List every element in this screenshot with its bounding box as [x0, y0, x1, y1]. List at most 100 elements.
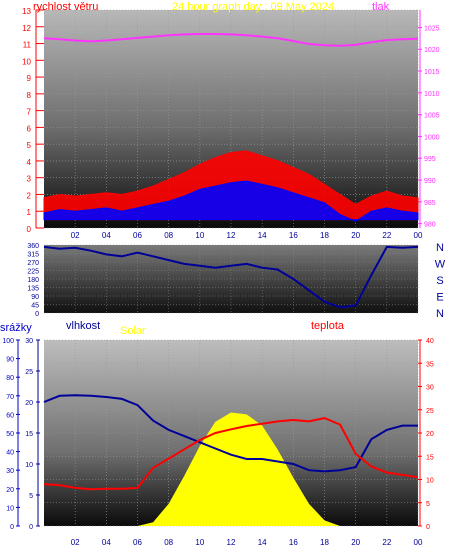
tick-label: 20 [351, 231, 360, 240]
tick-label: 00 [414, 538, 423, 547]
tick-label: 1010 [424, 91, 440, 98]
tick-label: 315 [27, 252, 39, 259]
tick-label: 10 [25, 462, 33, 469]
tick-label: 1015 [424, 69, 440, 76]
compass-label: N [436, 308, 444, 320]
temperature-axis-ticks: 0 5 10 15 20 25 30 35 40 [418, 338, 434, 531]
tick-label: 10 [195, 231, 204, 240]
tick-label: 04 [102, 538, 111, 547]
humidity-axis-label: vlhkost [66, 320, 100, 332]
tick-label: 5 [27, 141, 32, 150]
tick-label: 18 [320, 231, 329, 240]
wind-pressure-series [43, 33, 419, 222]
tick-label: 20 [351, 538, 360, 547]
chart-title: 24 hour graph day : 09 May 2024 [172, 1, 334, 13]
compass-label: N [436, 242, 444, 254]
wind-average-series [43, 180, 419, 222]
tick-label: 10 [22, 57, 31, 66]
tick-label: 13 [22, 7, 31, 16]
tick-label: 995 [424, 156, 436, 163]
compass-label: E [436, 292, 443, 304]
humidity-axis-ticks: 0 5 10 15 20 25 30 [25, 338, 40, 531]
tick-label: 100 [2, 338, 14, 345]
tick-label: 12 [22, 24, 31, 33]
tick-label: 1025 [424, 25, 440, 32]
tick-label: 25 [426, 408, 434, 415]
tick-label: 70 [6, 394, 14, 401]
compass-label: S [436, 275, 443, 287]
humidity-line [43, 394, 418, 473]
tick-label: 45 [31, 303, 39, 310]
solar-label: Solar [120, 325, 146, 337]
tick-label: 270 [27, 260, 39, 267]
tick-label: 985 [424, 200, 436, 207]
tick-label: 990 [424, 178, 436, 185]
wind-speed-axis-label: rychlost větru [33, 1, 98, 13]
tick-label: 5 [29, 493, 33, 500]
tick-label: 360 [27, 243, 39, 250]
rain-humidity-temperature-series [43, 394, 419, 526]
temperature-axis-label: teplota [311, 320, 345, 332]
tick-label: 22 [382, 538, 391, 547]
pressure-axis-ticks: 980 985 990 995 1000 1005 1010 1015 1020 1025 [418, 10, 440, 229]
tick-label: 9 [27, 74, 32, 83]
tick-label: 1000 [424, 134, 440, 141]
tick-label: 0 [35, 311, 39, 318]
tick-label: 04 [102, 231, 111, 240]
rain-axis-label: srážky [0, 322, 32, 334]
tick-label: 02 [71, 231, 80, 240]
tick-label: 0 [426, 524, 430, 531]
tick-label: 7 [27, 108, 32, 117]
tick-label: 10 [195, 538, 204, 547]
tick-label: 02 [71, 538, 80, 547]
tick-label: 0 [29, 524, 33, 531]
tick-label: 16 [289, 231, 298, 240]
compass-label: W [435, 259, 446, 271]
pressure-line [43, 33, 419, 47]
tick-label: 1005 [424, 113, 440, 120]
tick-label: 30 [6, 468, 14, 475]
tick-label: 90 [31, 294, 39, 301]
tick-label: 3 [27, 175, 32, 184]
tick-label: 12 [227, 538, 236, 547]
tick-label: 1 [27, 208, 32, 217]
tick-label: 20 [426, 431, 434, 438]
tick-label: 30 [426, 385, 434, 392]
tick-label: 180 [27, 277, 39, 284]
tick-label: 50 [6, 431, 14, 438]
tick-label: 30 [25, 338, 33, 345]
tick-label: 90 [6, 357, 14, 364]
pressure-axis-label: tlak [372, 1, 390, 13]
wind-pressure-x-ticks: 02 04 06 08 10 12 14 16 18 20 22 00 [71, 231, 423, 240]
tick-label: 08 [164, 538, 173, 547]
tick-label: 980 [424, 222, 436, 229]
tick-label: 2 [27, 191, 32, 200]
solar-series [44, 412, 418, 526]
tick-label: 40 [426, 338, 434, 345]
wind-direction-line [43, 245, 419, 309]
tick-label: 1020 [424, 47, 440, 54]
tick-label: 20 [25, 400, 33, 407]
tick-label: 8 [27, 91, 32, 100]
tick-label: 25 [25, 369, 33, 376]
tick-label: 14 [258, 538, 267, 547]
tick-label: 6 [27, 124, 32, 133]
tick-label: 0 [10, 524, 14, 531]
tick-label: 225 [27, 269, 39, 276]
tick-label: 80 [6, 375, 14, 382]
tick-label: 15 [426, 454, 434, 461]
tick-label: 5 [426, 501, 430, 508]
tick-label: 00 [414, 231, 423, 240]
tick-label: 4 [27, 158, 32, 167]
tick-label: 15 [25, 431, 33, 438]
tick-label: 10 [426, 478, 434, 485]
tick-label: 40 [6, 450, 14, 457]
tick-label: 12 [227, 231, 236, 240]
temperature-line [43, 417, 419, 491]
tick-label: 06 [133, 538, 142, 547]
tick-label: 08 [164, 231, 173, 240]
